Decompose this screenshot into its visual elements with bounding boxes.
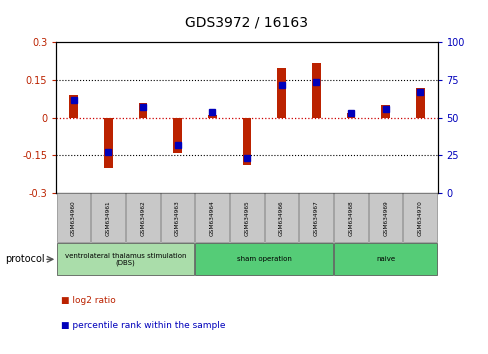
Bar xyxy=(311,63,320,118)
Bar xyxy=(69,95,78,118)
Bar xyxy=(277,68,285,118)
Text: GSM634970: GSM634970 xyxy=(417,200,422,236)
Bar xyxy=(415,88,424,118)
Text: GSM634969: GSM634969 xyxy=(383,200,387,235)
Text: sham operation: sham operation xyxy=(236,256,291,262)
Bar xyxy=(207,115,216,118)
Text: naive: naive xyxy=(375,256,394,262)
Bar xyxy=(242,118,251,165)
Text: GSM634960: GSM634960 xyxy=(71,200,76,235)
Text: GSM634964: GSM634964 xyxy=(209,200,214,235)
Text: ventrolateral thalamus stimulation
(DBS): ventrolateral thalamus stimulation (DBS) xyxy=(65,252,186,266)
Text: GSM634968: GSM634968 xyxy=(348,200,353,235)
Text: GSM634962: GSM634962 xyxy=(140,200,145,235)
Bar xyxy=(346,113,355,118)
Text: GSM634966: GSM634966 xyxy=(279,200,284,235)
Bar xyxy=(138,103,147,118)
Text: protocol: protocol xyxy=(5,254,44,264)
Bar xyxy=(381,105,389,118)
Bar xyxy=(104,118,112,168)
Text: ■ log2 ratio: ■ log2 ratio xyxy=(61,296,116,306)
Text: GSM634963: GSM634963 xyxy=(175,200,180,235)
Text: GSM634967: GSM634967 xyxy=(313,200,318,235)
Text: GSM634965: GSM634965 xyxy=(244,200,249,235)
Text: GSM634961: GSM634961 xyxy=(105,200,110,235)
Bar xyxy=(173,118,182,153)
Text: GDS3972 / 16163: GDS3972 / 16163 xyxy=(185,16,308,30)
Text: ■ percentile rank within the sample: ■ percentile rank within the sample xyxy=(61,321,225,330)
